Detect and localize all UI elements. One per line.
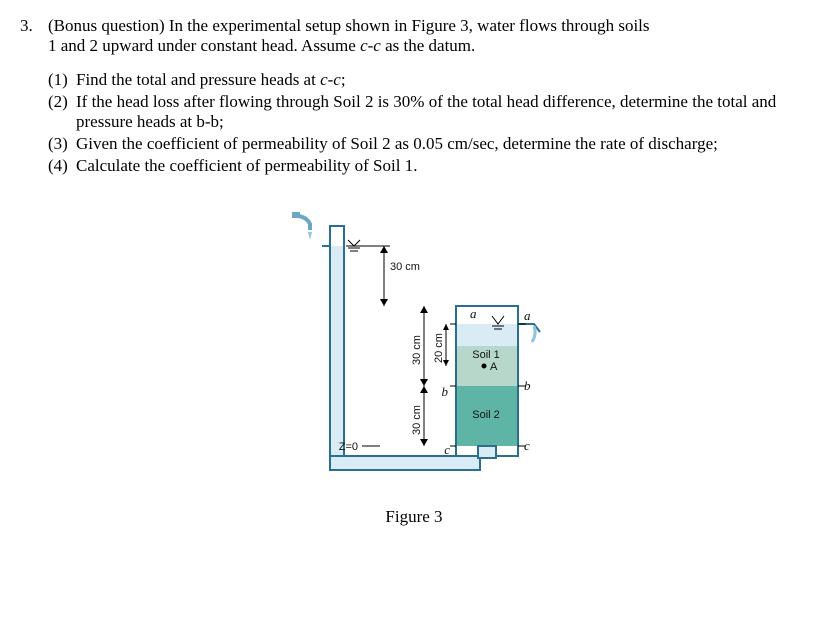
- left-standpipe-water: [330, 246, 344, 456]
- figure-caption: Figure 3: [20, 507, 808, 527]
- dim-30-top-label: 30 cm: [390, 261, 420, 273]
- z0-label: Z=0: [339, 441, 358, 453]
- part-1-text: Find the total and pressure heads at c-c…: [76, 70, 808, 90]
- part-1-post: ;: [341, 70, 346, 89]
- question-block: 3. (Bonus question) In the experimental …: [20, 16, 808, 188]
- part-1-num: (1): [48, 70, 76, 90]
- label-b-left: b: [442, 384, 449, 399]
- dim-30-mid: 30 cm: [411, 306, 428, 386]
- label-A: A: [490, 361, 498, 373]
- part-3-num: (3): [48, 134, 76, 154]
- part-2-text: If the head loss after flowing through S…: [76, 92, 808, 132]
- part-1-pre: Find the total and pressure heads at: [76, 70, 320, 89]
- dim-30-bot: 30 cm: [411, 386, 428, 446]
- part-2: (2) If the head loss after flowing throu…: [48, 92, 808, 132]
- part-4: (4) Calculate the coefficient of permeab…: [48, 156, 808, 176]
- column-stub-water: [478, 446, 496, 458]
- figure-wrapper: 30 cm 30 cm 30 cm 20 cm Z=0 a a b b c c …: [20, 196, 808, 527]
- dim-30-bot-label: 30 cm: [411, 405, 423, 435]
- right-overflow-stream: [532, 326, 535, 342]
- intro-line-2b: as the datum.: [381, 36, 475, 55]
- label-a-right: a: [524, 308, 531, 323]
- right-overflow-spout: [518, 324, 540, 332]
- dim-30-mid-label: 30 cm: [411, 335, 423, 365]
- dim-20: 20 cm: [433, 324, 449, 366]
- label-soil2: Soil 2: [472, 409, 500, 421]
- right-water-rect: [457, 324, 517, 346]
- question-intro: (Bonus question) In the experimental set…: [48, 16, 808, 56]
- part-3-text: Given the coefficient of permeability of…: [76, 134, 808, 154]
- part-2-num: (2): [48, 92, 76, 132]
- part-4-text: Calculate the coefficient of permeabilit…: [76, 156, 808, 176]
- question-body: (Bonus question) In the experimental set…: [48, 16, 808, 188]
- question-number: 3.: [20, 16, 48, 36]
- question-parts: (1) Find the total and pressure heads at…: [48, 70, 808, 176]
- faucet-icon: [292, 212, 312, 240]
- part-1: (1) Find the total and pressure heads at…: [48, 70, 808, 90]
- point-a-dot: [482, 364, 487, 369]
- part-3: (3) Given the coefficient of permeabilit…: [48, 134, 808, 154]
- intro-line-1: (Bonus question) In the experimental set…: [48, 16, 650, 35]
- part-4-num: (4): [48, 156, 76, 176]
- intro-line-2a: 1 and 2 upward under constant head. Assu…: [48, 36, 360, 55]
- label-c-right: c: [524, 438, 530, 453]
- label-a-left: a: [470, 306, 477, 321]
- dim-30-top: 30 cm: [346, 246, 420, 306]
- label-b-right: b: [524, 378, 531, 393]
- figure-3-diagram: 30 cm 30 cm 30 cm 20 cm Z=0 a a b b c c …: [234, 196, 594, 496]
- part-1-it: c-c: [320, 70, 341, 89]
- dim-20-label: 20 cm: [433, 333, 445, 363]
- intro-cc: c-c: [360, 36, 381, 55]
- bottom-pipe-water: [330, 456, 480, 470]
- label-c-left: c: [444, 442, 450, 457]
- label-soil1: Soil 1: [472, 349, 500, 361]
